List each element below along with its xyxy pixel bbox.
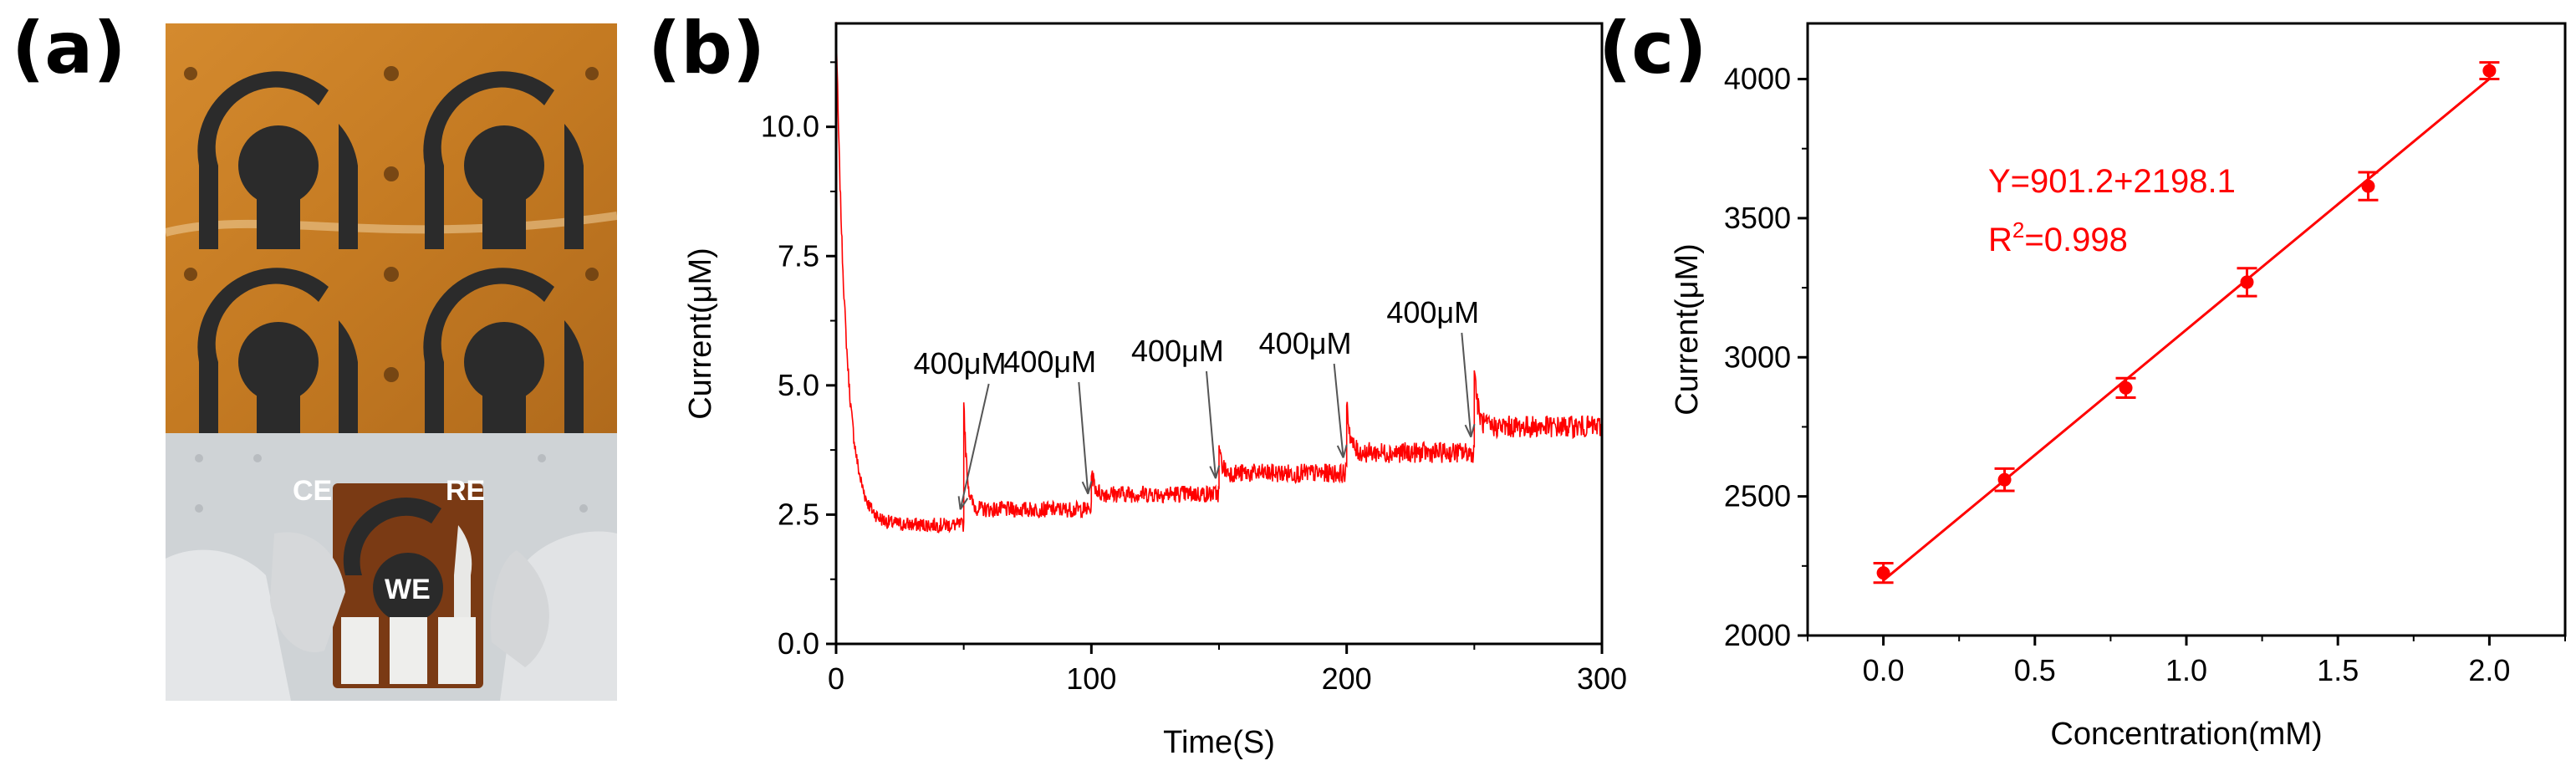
r2-value: =0.998 [2024,222,2127,258]
data-point [2240,275,2254,289]
chart-b-frame [834,22,1604,646]
data-point [1997,472,2012,487]
panel-label-a: (a) [12,7,126,90]
x-tick-label: 1.5 [2317,653,2359,687]
injection-arrowhead [1081,480,1093,495]
injection-label: 400μM [1386,295,1479,329]
injection-arrow [959,383,990,510]
electrode-array-photo [166,23,617,433]
injection-arrowhead [1336,444,1348,458]
y-tick-label: 2.5 [778,497,819,531]
chart-c-ticks: 0.0 0.5 1.0 1.5 2.0 2000 2500 3000 3500 4000 [1724,62,2566,687]
injection-arrowhead [1464,423,1476,438]
x-tick-label: 300 [1577,661,1627,696]
calibration-points [1873,61,2500,585]
data-point [2119,380,2133,395]
x-tick-label: 2.0 [2468,653,2510,687]
injection-arrow [1333,363,1344,458]
we-label: WE [385,574,431,605]
panel-label-c: (c) [1599,7,1707,90]
x-tick-label: 0 [828,661,844,696]
injection-arrow [1206,370,1217,479]
current-trace [835,22,1603,534]
y-tick-label: 7.5 [778,238,819,273]
y-tick-label: 5.0 [778,368,819,402]
injection-arrow [1078,381,1089,494]
x-tick-label: 200 [1322,661,1372,696]
data-point [2482,64,2497,78]
y-tick-label: 2000 [1724,618,1791,652]
fit-line [1882,78,2491,582]
injection-label: 400μM [1259,326,1352,360]
chart-b-y-axis-title: Current(μM) [683,248,718,420]
x-tick-label: 100 [1066,661,1116,696]
chart-c-frame [1806,22,2567,637]
fit-equation: Y=901.2+2198.1 [1988,163,2236,200]
re-label: RE [446,475,485,507]
fit-r-squared: R2=0.998 [1988,217,2128,258]
injection-arrowhead [1209,465,1221,479]
current-trace-line [835,22,1603,534]
x-tick-label: 0.5 [2014,653,2056,687]
y-tick-label: 0.0 [778,626,819,661]
x-tick-label: 1.0 [2165,653,2207,687]
chart-b-x-axis-title: Time(S) [1163,725,1275,760]
chart-c-x-axis-title: Concentration(mM) [2050,717,2322,752]
injection-label: 400μM [1003,345,1096,379]
hand-held-electrode-photo: CE RE WE [166,433,617,701]
injection-label: 400μM [1131,334,1224,368]
ce-label: CE [293,475,332,507]
panel-label-b: (b) [648,7,766,90]
injection-arrow [1461,332,1472,437]
y-tick-label: 2500 [1724,479,1791,513]
y-tick-label: 3000 [1724,340,1791,374]
x-tick-label: 0.0 [1863,653,1905,687]
chart-c-axes [1806,22,2567,637]
chart-b-ticks: 0 100 200 300 0.0 2.5 5.0 7.5 10.0 [761,61,1627,696]
calibration-fit [1882,78,2491,582]
data-point [1876,566,1890,580]
y-tick-label: 10.0 [761,110,819,144]
chart-b-axes [834,22,1604,646]
chart-c-y-axis-title: Current(μM) [1670,243,1705,416]
injection-label: 400μM [914,346,1007,380]
r2-superscript: 2 [2012,217,2024,242]
y-tick-label: 4000 [1724,62,1791,96]
r2-prefix: R [1988,222,2012,258]
data-point [2361,179,2375,193]
injection-arrowhead [957,496,969,510]
y-tick-label: 3500 [1724,201,1791,235]
